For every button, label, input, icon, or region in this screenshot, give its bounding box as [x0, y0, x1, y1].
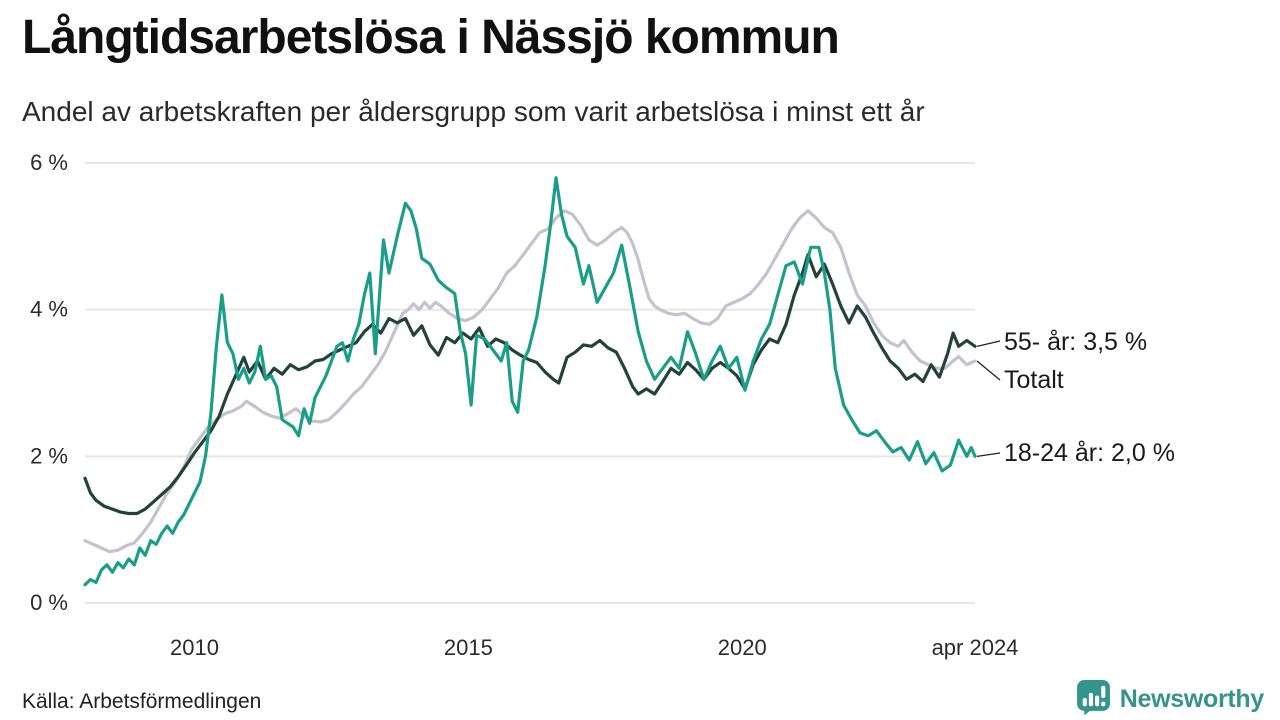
y-tick-label: 6 %	[30, 150, 68, 175]
x-tick-label: 2015	[444, 635, 493, 660]
series-line-18-24-ar	[83, 176, 977, 587]
newsworthy-logo-text: Newsworthy	[1119, 684, 1265, 713]
y-tick-label: 2 %	[30, 443, 68, 468]
x-tick-label: 2020	[718, 635, 767, 660]
y-tick-label: 0 %	[30, 590, 68, 615]
x-tick-label: 2010	[170, 635, 219, 660]
series-label-totalt: Totalt	[1004, 366, 1064, 394]
source-attribution: Källa: Arbetsförmedlingen	[22, 690, 262, 713]
label-connector	[976, 360, 1001, 381]
series-line-totalt	[83, 209, 977, 554]
page-title: Långtidsarbetslösa i Nässjö kommun	[22, 11, 840, 64]
x-tick-label: apr 2024	[932, 635, 1019, 660]
series-label-18-24-ar: 18-24 år: 2,0 %	[1004, 439, 1175, 467]
label-connector	[976, 340, 1001, 347]
y-tick-label: 4 %	[30, 297, 68, 322]
series-line-55-ar	[83, 253, 977, 516]
newsworthy-logo: Newsworthy	[1075, 678, 1264, 720]
chart-subtitle: Andel av arbetskraften per åldersgrupp s…	[22, 96, 925, 127]
newsworthy-logo-icon	[1075, 678, 1112, 720]
label-connector	[976, 452, 1001, 457]
series-label-55-ar: 55- år: 3,5 %	[1004, 328, 1148, 356]
